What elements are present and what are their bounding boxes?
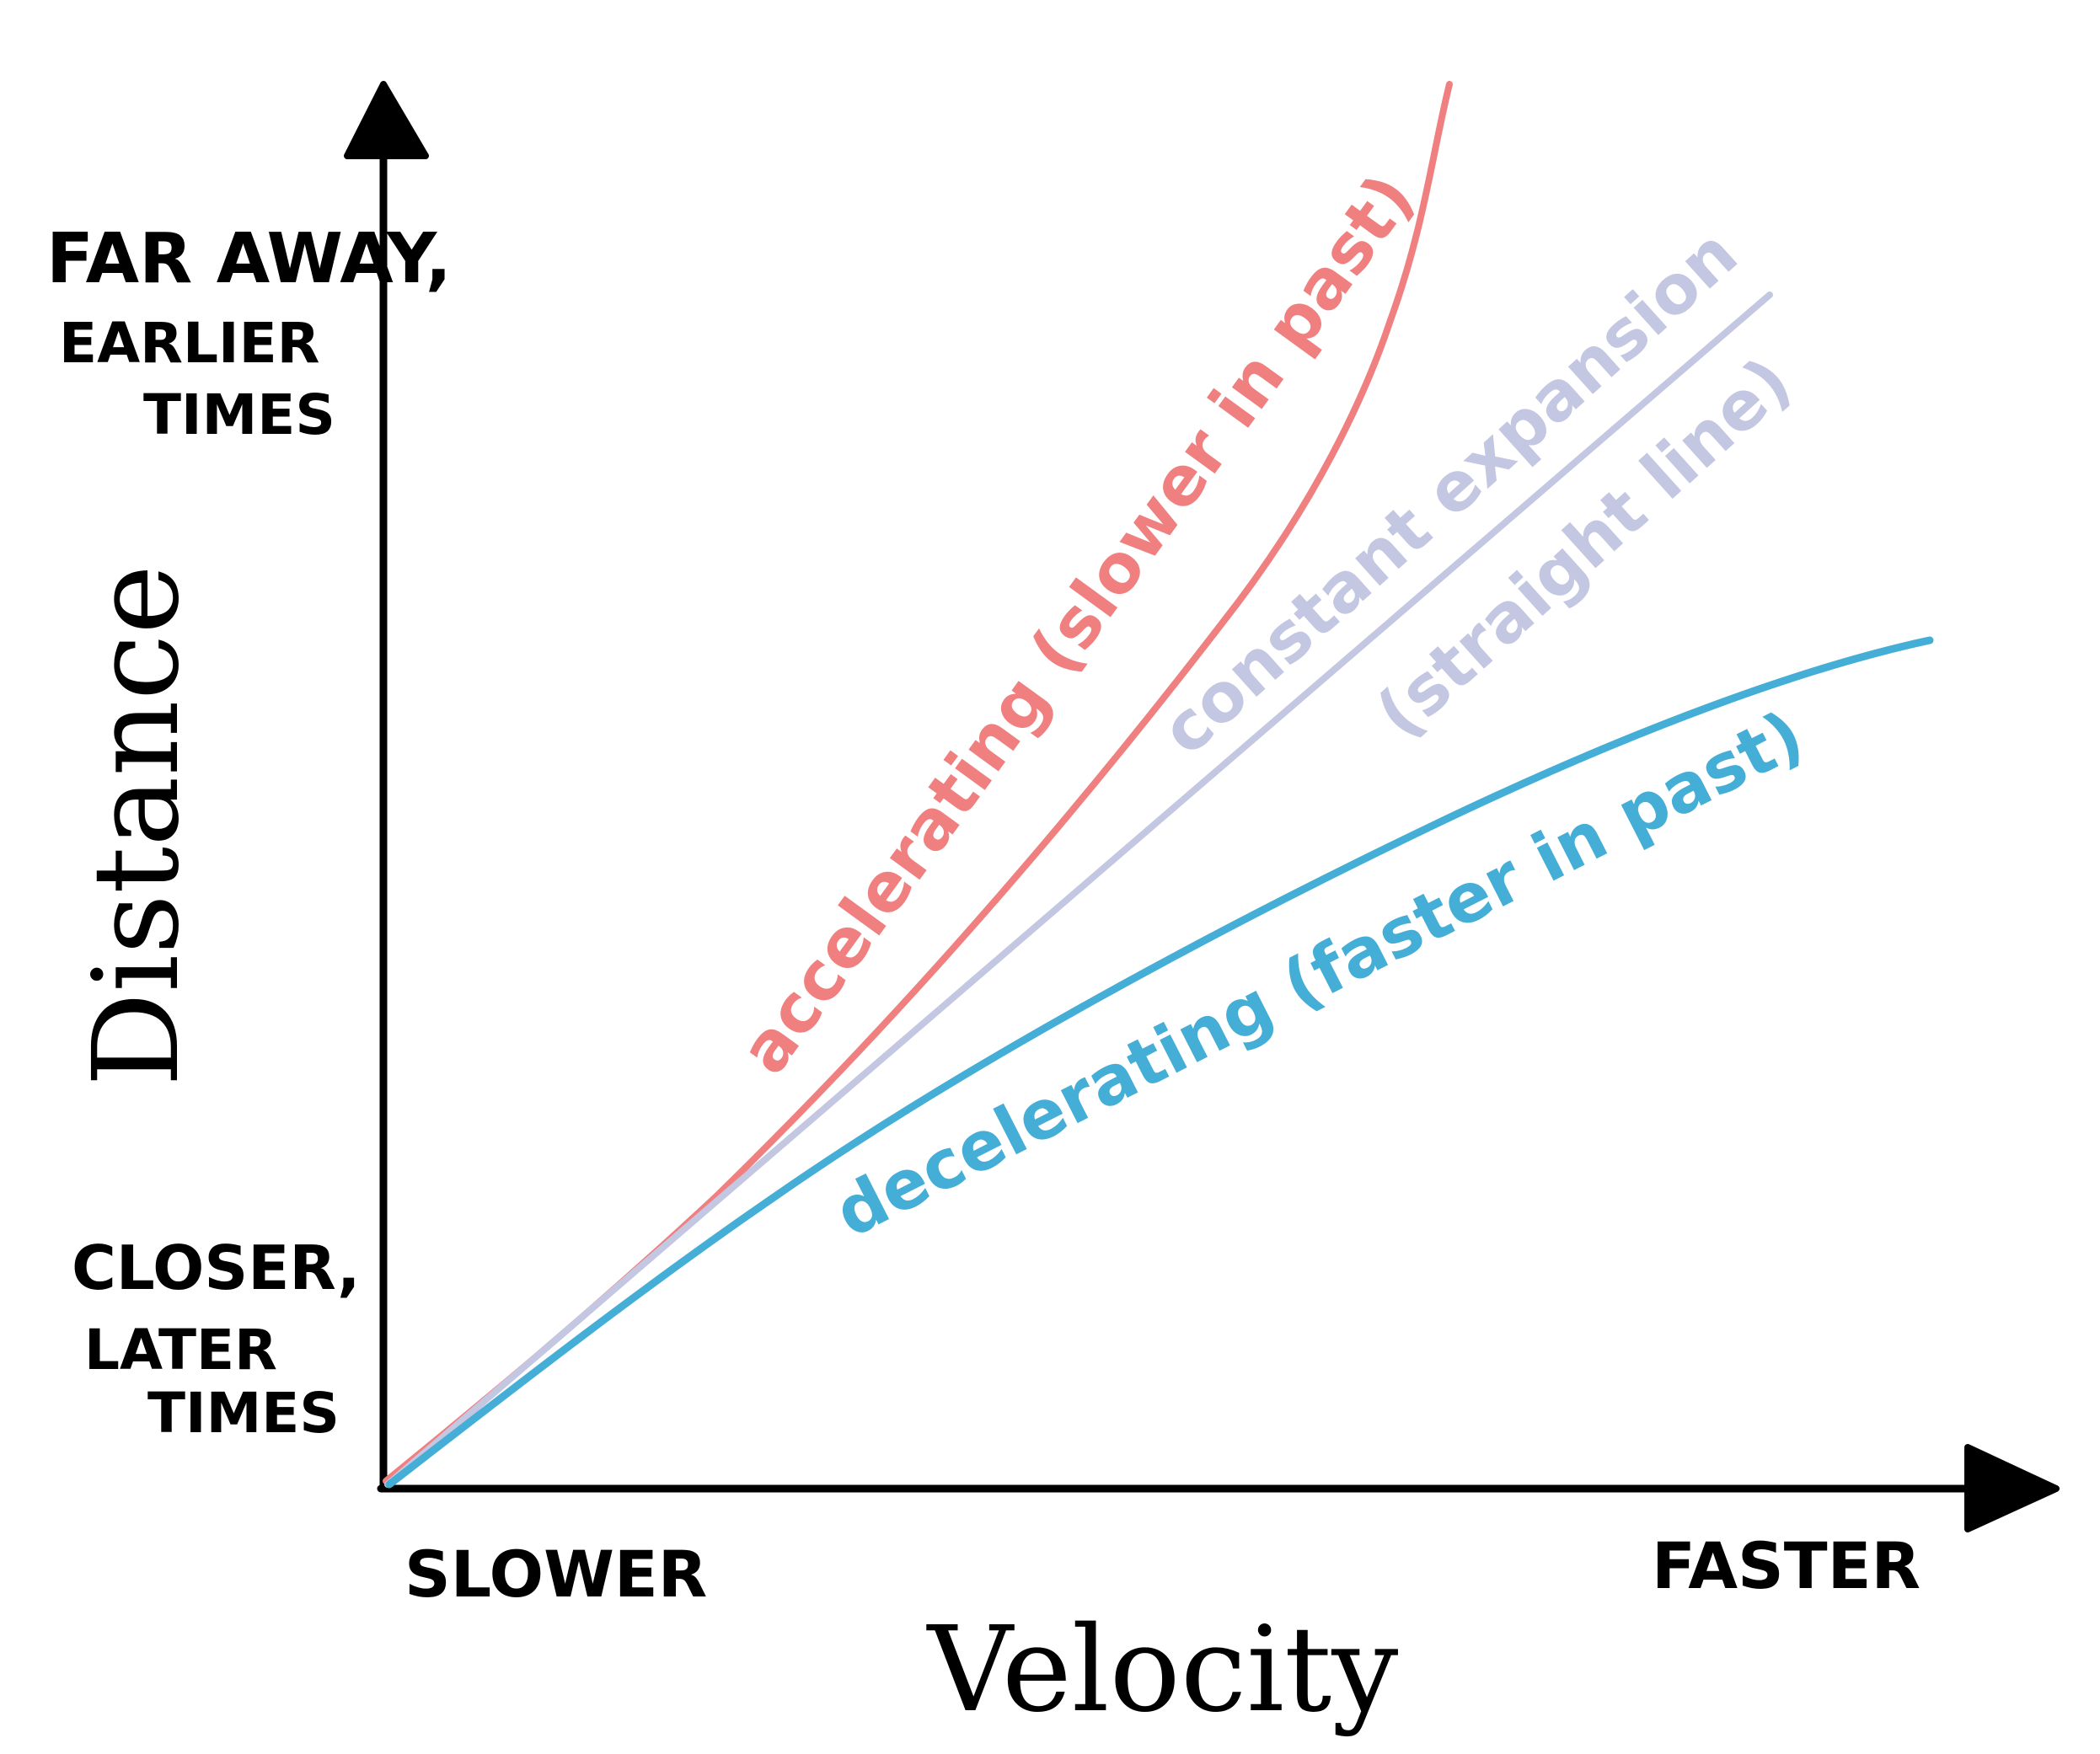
x-right-label: FASTER bbox=[1652, 1528, 1921, 1603]
y-bottom-label: CLOSER, LATER TIMES bbox=[72, 1233, 361, 1446]
y-top-label-line-3: TIMES bbox=[143, 382, 335, 447]
y-top-label: FAR AWAY, EARLIER TIMES bbox=[46, 219, 452, 447]
y-bottom-label-line-3: TIMES bbox=[147, 1381, 340, 1446]
curve-decelerating bbox=[385, 636, 1934, 1489]
y-top-label-line-2: EARLIER bbox=[59, 311, 320, 376]
x-axis-arrow-icon bbox=[1964, 1444, 2060, 1532]
y-axis-arrow-icon bbox=[344, 81, 429, 159]
curve-constant bbox=[384, 291, 1773, 1488]
axes bbox=[377, 139, 2010, 1493]
y-bottom-label-line-2: LATER bbox=[84, 1318, 277, 1382]
y-axis-title: Distance bbox=[68, 564, 206, 1087]
y-top-label-line-1: FAR AWAY, bbox=[46, 219, 452, 299]
y-bottom-label-line-1: CLOSER, bbox=[72, 1233, 361, 1303]
x-axis-title: Velocity bbox=[926, 1602, 1399, 1739]
x-left-label: SLOWER bbox=[404, 1537, 707, 1612]
